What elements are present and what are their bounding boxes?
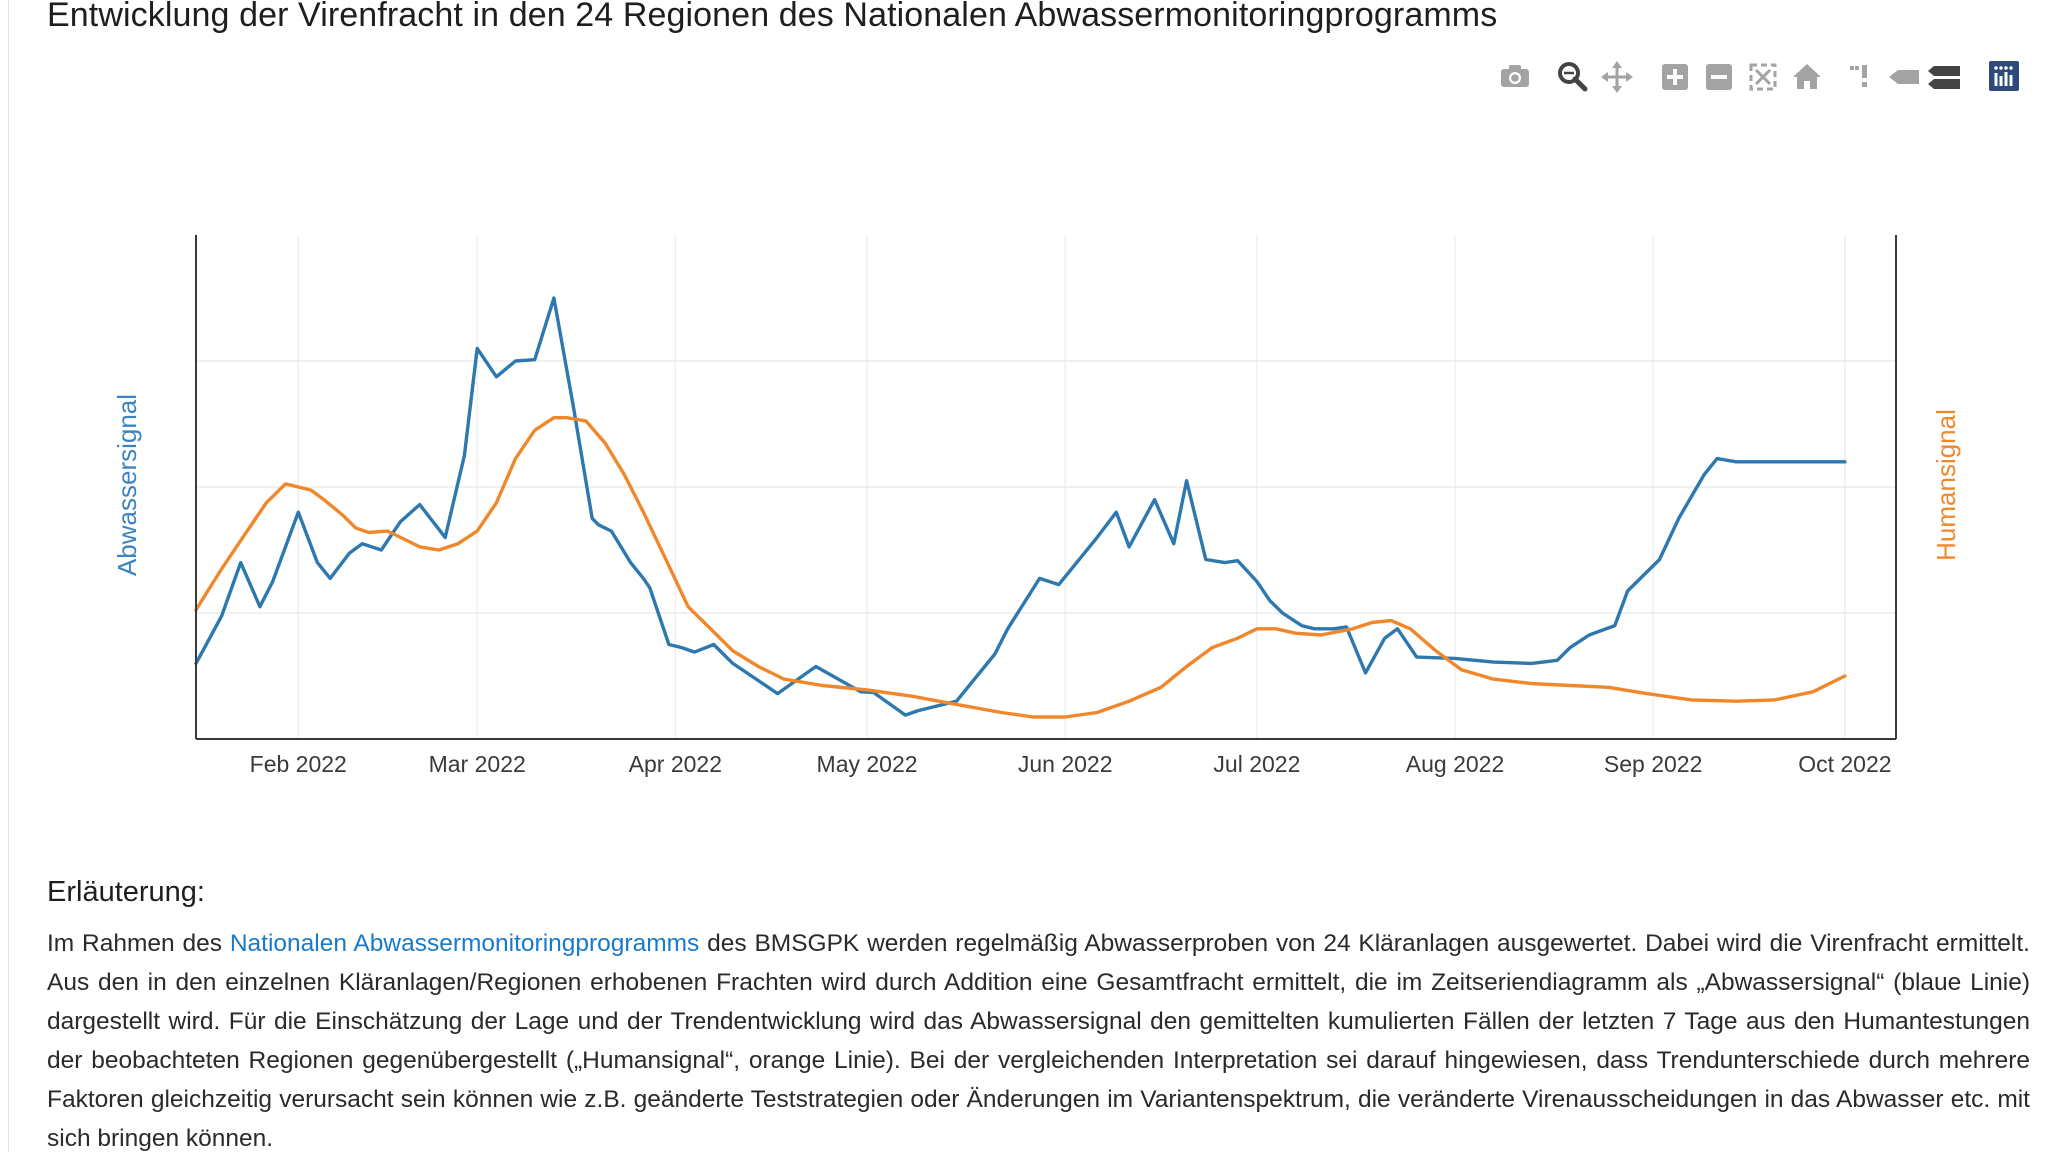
explanation-heading: Erläuterung: [47,876,205,908]
hover-compare-icon[interactable] [1926,60,1966,94]
y-axis-label-left: Abwassersignal [112,394,142,576]
hover-closest-icon[interactable] [1885,60,1925,94]
x-tick-label: Jul 2022 [1213,751,1300,777]
chart-series-group [194,296,1847,719]
spike-lines-icon[interactable] [1842,60,1876,94]
explanation-text-start: Im Rahmen des [47,930,230,957]
abwasser-series-line[interactable] [194,296,1847,717]
page-title: Entwicklung der Virenfracht in den 24 Re… [47,0,1498,34]
explanation-text: Im Rahmen des Nationalen Abwassermonitor… [47,924,2030,1158]
x-tick-label: Oct 2022 [1798,751,1891,777]
x-tick-label: Aug 2022 [1406,751,1504,777]
reset-axes-icon[interactable] [1790,60,1824,94]
zoom-in-icon[interactable] [1658,60,1692,94]
explanation-text-rest: des BMSGPK werden regelmäßig Abwasserpro… [47,930,2030,1152]
zoom-out-icon[interactable] [1702,60,1736,94]
camera-icon[interactable] [1498,60,1532,94]
chart-axes [195,235,1897,740]
line-chart[interactable]: Feb 2022 Mar 2022 Apr 2022 May 2022 Jun 2022… [0,0,2048,800]
x-tick-label: Mar 2022 [429,751,526,777]
x-tick-label: Sep 2022 [1604,751,1702,777]
monitoring-program-link[interactable]: Nationalen Abwassermonitoringprogramms [229,930,700,957]
chart-gridlines [196,235,1896,739]
zoom-icon[interactable] [1555,60,1589,94]
autoscale-icon[interactable] [1746,60,1780,94]
x-tick-label: Feb 2022 [250,751,347,777]
pan-icon[interactable] [1600,60,1634,94]
page-left-border [8,0,9,1152]
plotly-logo-icon[interactable] [1988,60,2020,92]
x-tick-label: Apr 2022 [629,751,722,777]
chart-modebar [1460,60,2020,100]
human-series-line[interactable] [194,416,1847,719]
x-tick-label: Jun 2022 [1018,751,1113,777]
y-axis-label-right: Humansignal [1931,409,1961,561]
x-tick-label: May 2022 [817,751,918,777]
x-tick-labels: Feb 2022 Mar 2022 Apr 2022 May 2022 Jun 2022… [250,751,1892,777]
